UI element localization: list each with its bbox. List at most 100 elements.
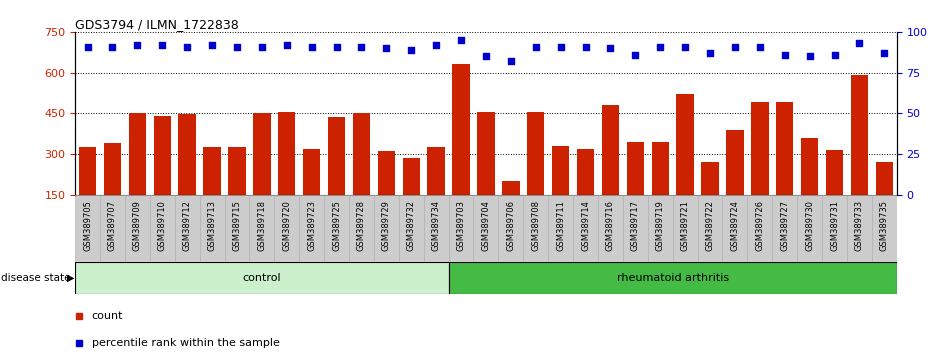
Bar [523,195,548,262]
Point [728,44,743,49]
Bar [726,130,744,195]
Bar [577,149,594,195]
Bar [274,195,300,262]
Point [877,50,892,56]
Text: GSM389715: GSM389715 [233,200,241,251]
Text: ▶: ▶ [67,273,74,283]
Point [254,44,269,49]
Bar [303,149,320,195]
Text: GSM389717: GSM389717 [631,200,639,251]
Text: GSM389718: GSM389718 [257,200,267,251]
Bar [552,146,569,195]
Bar [150,195,175,262]
Point [329,44,344,49]
Bar [672,195,698,262]
Bar [399,195,423,262]
Bar [75,262,449,294]
Text: GSM389708: GSM389708 [531,200,540,251]
Text: percentile rank within the sample: percentile rank within the sample [92,338,280,348]
Bar [377,151,395,195]
Bar [825,150,843,195]
Bar [473,195,499,262]
Point [130,42,145,48]
Bar [851,75,869,195]
Bar [499,195,523,262]
Bar [250,195,274,262]
Bar [548,195,573,262]
Bar [527,113,545,195]
Text: GSM389709: GSM389709 [132,200,142,251]
Text: GSM389727: GSM389727 [780,200,789,251]
Point [777,52,793,57]
Point [354,44,369,49]
Bar [449,262,897,294]
Text: GSM389723: GSM389723 [307,200,316,251]
Bar [349,195,374,262]
Point [603,45,618,51]
Text: GSM389703: GSM389703 [456,200,466,251]
Bar [204,147,221,195]
Bar [175,195,200,262]
Text: GSM389726: GSM389726 [755,200,764,251]
Text: GSM389713: GSM389713 [208,200,217,251]
Bar [751,102,768,195]
Bar [801,138,818,195]
Bar [200,195,224,262]
Text: GSM389721: GSM389721 [681,200,689,251]
Text: GSM389729: GSM389729 [382,200,391,251]
Point [378,45,393,51]
Text: GSM389730: GSM389730 [805,200,814,251]
Bar [224,195,250,262]
Bar [178,114,196,195]
Text: GSM389704: GSM389704 [482,200,490,251]
Point [678,44,693,49]
Text: GSM389732: GSM389732 [407,200,416,251]
Text: rheumatoid arthritis: rheumatoid arthritis [617,273,729,283]
Bar [502,181,519,195]
Point [553,44,568,49]
Point [229,44,244,49]
Point [628,52,643,57]
Point [105,44,120,49]
Text: GSM389711: GSM389711 [556,200,565,251]
Bar [228,147,246,195]
Bar [328,116,346,195]
Text: disease state: disease state [1,273,70,283]
Bar [403,158,420,195]
Bar [598,195,623,262]
Text: GSM389706: GSM389706 [506,200,516,251]
Bar [278,112,296,195]
Bar [423,195,449,262]
Bar [103,143,121,195]
Text: control: control [242,273,281,283]
Text: GDS3794 / ILMN_1722838: GDS3794 / ILMN_1722838 [75,18,239,31]
Bar [822,195,847,262]
Text: GSM389720: GSM389720 [283,200,291,251]
Point [205,42,220,48]
Bar [847,195,871,262]
Bar [100,195,125,262]
Text: GSM389710: GSM389710 [158,200,167,251]
Bar [875,162,893,195]
Bar [797,195,822,262]
Text: GSM389728: GSM389728 [357,200,366,251]
Bar [427,147,445,195]
Bar [602,105,619,195]
Text: GSM389714: GSM389714 [581,200,590,251]
Point [479,53,494,59]
Bar [477,112,495,195]
Point [578,44,593,49]
Text: GSM389733: GSM389733 [854,200,864,251]
Point [428,42,443,48]
Bar [871,195,897,262]
Bar [449,195,473,262]
Text: count: count [92,310,123,320]
Bar [722,195,747,262]
Point [304,44,319,49]
Text: GSM389731: GSM389731 [830,200,839,251]
Bar [374,195,399,262]
Bar [772,195,797,262]
Point [179,44,194,49]
Text: GSM389719: GSM389719 [655,200,665,251]
Point [827,52,842,57]
